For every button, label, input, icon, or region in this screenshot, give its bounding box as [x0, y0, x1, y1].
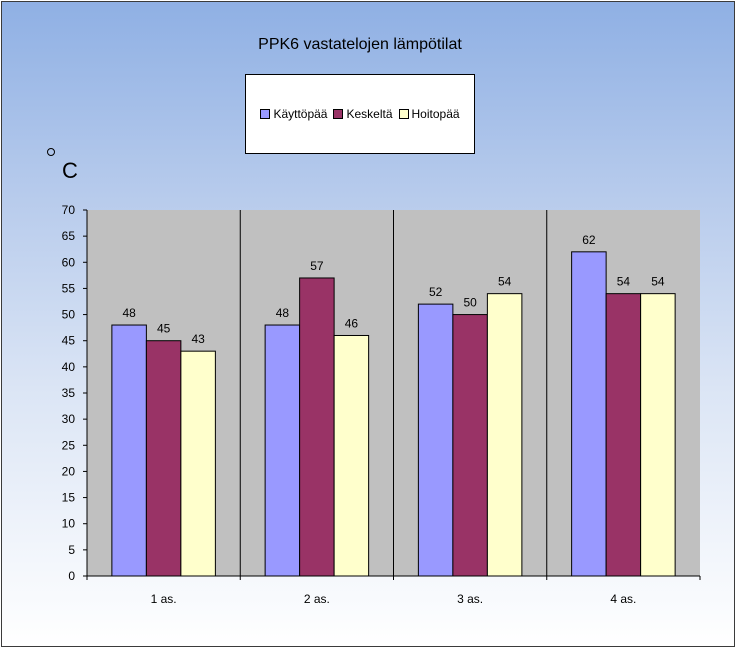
legend-label-2: Keskeltä	[346, 107, 393, 121]
y-tick-label-55: 55	[62, 281, 76, 295]
y-tick-label-45: 45	[62, 334, 76, 348]
legend-item-1: Käyttöpää	[260, 107, 327, 121]
legend-swatch-2	[333, 109, 344, 119]
bar-2-4	[605, 293, 642, 577]
y-tick-label-40: 40	[62, 360, 76, 374]
y-tick-label-10: 10	[62, 517, 76, 531]
degree-symbol	[47, 148, 55, 156]
data-label-1-2: 48	[276, 306, 290, 320]
y-tick-label-25: 25	[62, 438, 76, 452]
data-label-2-4: 54	[617, 275, 631, 289]
legend-swatch-1	[260, 109, 271, 119]
y-tick-label-30: 30	[62, 412, 76, 426]
bar-3-2	[333, 334, 370, 577]
legend-item-3: Hoitopää	[398, 107, 460, 121]
bar-2-2	[299, 277, 335, 577]
bar-1-3	[417, 303, 454, 577]
legend-label-3: Hoitopää	[411, 107, 460, 121]
bar-1-2	[264, 324, 301, 577]
x-tick-label-3: 3 as.	[457, 592, 483, 606]
bar-3-4	[640, 293, 676, 577]
data-label-1-1: 48	[122, 306, 136, 320]
y-axis-unit-label: C	[62, 158, 78, 183]
data-label-3-3: 54	[498, 275, 512, 289]
y-tick-label-35: 35	[62, 386, 76, 400]
bar-2-1	[145, 340, 182, 577]
data-label-2-3: 50	[463, 296, 477, 310]
y-tick-label-5: 5	[68, 543, 75, 557]
data-label-3-2: 46	[345, 316, 359, 330]
data-label-1-4: 62	[582, 233, 596, 247]
data-label-2-2: 57	[310, 259, 324, 273]
legend-swatch-3	[398, 109, 409, 119]
y-tick-label-20: 20	[62, 464, 76, 478]
y-tick-label-70: 70	[62, 203, 76, 217]
chart-title: PPK6 vastatelojen lämpötilat	[258, 36, 462, 53]
y-tick-label-65: 65	[62, 229, 76, 243]
data-label-2-1: 45	[157, 322, 171, 336]
legend-item-2: Keskeltä	[333, 107, 393, 121]
y-tick-label-15: 15	[62, 491, 76, 505]
legend-label-1: Käyttöpää	[273, 107, 328, 121]
x-tick-label-2: 2 as.	[304, 592, 330, 606]
y-tick-label-60: 60	[62, 255, 76, 269]
x-tick-label-1: 1 as.	[151, 592, 177, 606]
legend: Käyttöpää Keskeltä Hoitopää	[245, 74, 475, 154]
y-tick-label-50: 50	[62, 308, 76, 322]
bar-1-4	[571, 251, 607, 577]
data-label-3-4: 54	[651, 275, 665, 289]
bar-3-3	[486, 293, 523, 577]
bar-2-3	[452, 314, 488, 577]
x-tick-label-4: 4 as.	[610, 592, 636, 606]
bar-3-1	[180, 350, 216, 577]
data-label-1-3: 52	[429, 285, 443, 299]
bar-1-1	[111, 324, 147, 577]
data-label-3-1: 43	[191, 332, 205, 346]
y-tick-label-0: 0	[68, 569, 75, 583]
